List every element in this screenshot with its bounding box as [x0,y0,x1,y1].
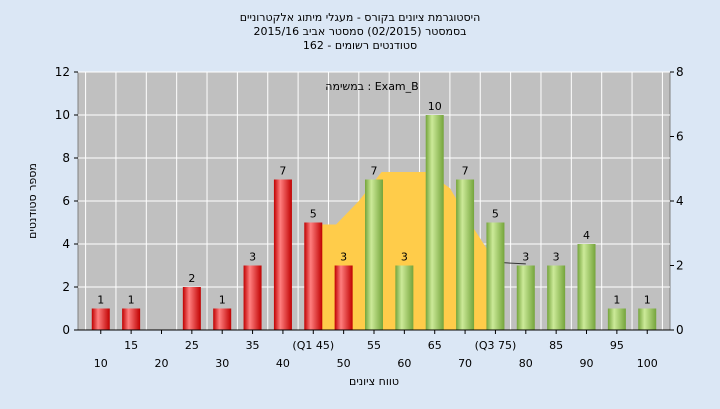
value-label-(Q1 45): 5 [310,208,317,221]
x-tick-label-(Q1 45): (Q1 45) [292,339,334,352]
x-tick-label-90: 90 [580,357,594,370]
value-label-15: 1 [128,294,135,307]
x-tick-label-40: 40 [276,357,290,370]
value-label-40: 7 [279,165,286,178]
y-tick-label-12: 12 [55,65,70,79]
value-label-10: 1 [97,294,104,307]
y-tick-label-2: 2 [62,280,70,294]
value-label-layer: 1 1 2 1 3 7 5 3 7 3 10 7 5 3 3 4 1 1 [97,100,650,307]
x-tick-label-95: 95 [610,339,624,352]
value-label-80: 3 [522,251,529,264]
x-tick-label-60: 60 [397,357,411,370]
bar-35 [243,265,262,330]
value-label-85: 3 [553,251,560,264]
value-label-95: 1 [613,294,620,307]
x-tick-label-85: 85 [549,339,563,352]
grid-layer [78,71,670,331]
x-tick-label-65: 65 [428,339,442,352]
x-tick-label-70: 70 [458,357,472,370]
bar-50 [334,265,353,330]
y-tick-label-8: 8 [62,151,70,165]
chart-title-line-2: בסמסטר (02/2015) סמסטר אביב 2015/16 [253,25,466,38]
value-label-70: 7 [462,165,469,178]
x-axis-title: טווח ציונים [349,375,399,388]
x-tick-label-25: 25 [185,339,199,352]
y-tick-label-10: 10 [55,108,70,122]
bar-60 [395,265,414,330]
value-label-(Q3 75): 5 [492,208,499,221]
value-label-65: 10 [428,100,442,113]
y2-tick-label-6: 6 [676,130,684,144]
bar-65 [425,115,444,330]
y-axis-title: מספר סטודנטים [26,163,39,239]
bar-90 [577,244,596,330]
x-tick-label-10: 10 [94,357,108,370]
value-label-55: 7 [371,165,378,178]
bar-(Q3 75) [486,222,505,330]
bar-55 [365,179,383,330]
bar-40 [273,179,292,330]
bar-10 [91,308,110,330]
bar-15 [122,308,141,330]
y-tick-label-6: 6 [62,194,70,208]
x-tick-label-20: 20 [154,357,168,370]
bar-85 [547,265,566,330]
value-label-50: 3 [340,251,347,264]
x-tick-label-(Q3 75): (Q3 75) [475,339,517,352]
bar-80 [516,265,535,330]
y-tick-label-4: 4 [62,237,70,251]
x-tick-label-15: 15 [124,339,138,352]
iqr-band-area [313,171,496,330]
y-tick-label-0: 0 [62,323,70,337]
chart-title-line-3: סטודנטים רשומים - 162 [303,39,417,52]
y2-tick-label-0: 0 [676,323,684,337]
value-label-30: 1 [219,294,226,307]
x-tick-label-35: 35 [246,339,260,352]
x-tick-label-30: 30 [215,357,229,370]
bar-30 [213,308,232,330]
bar-95 [607,308,626,330]
y2-tick-label-8: 8 [676,65,684,79]
value-label-100: 1 [644,294,651,307]
value-label-60: 3 [401,251,408,264]
x-tick-label-100: 100 [637,357,658,370]
bar-25 [182,287,201,330]
value-label-90: 4 [583,229,590,242]
x-tick-label-80: 80 [519,357,533,370]
x-tick-label-50: 50 [337,357,351,370]
x-tick-label-55: 55 [367,339,381,352]
chart-title-line-1: היסטוגרמת ציונים בקורס - מעגלי מיתוג אלק… [240,11,481,24]
legend-annotation: במשימה : Exam_B [325,80,418,93]
value-label-35: 3 [249,251,256,264]
bar-(Q1 45) [304,222,323,330]
bar-100 [638,308,657,330]
bar-70 [456,179,475,330]
bar-layer [91,115,657,330]
value-label-25: 2 [188,272,195,285]
y2-tick-label-2: 2 [676,259,684,273]
y2-tick-label-4: 4 [676,194,684,208]
